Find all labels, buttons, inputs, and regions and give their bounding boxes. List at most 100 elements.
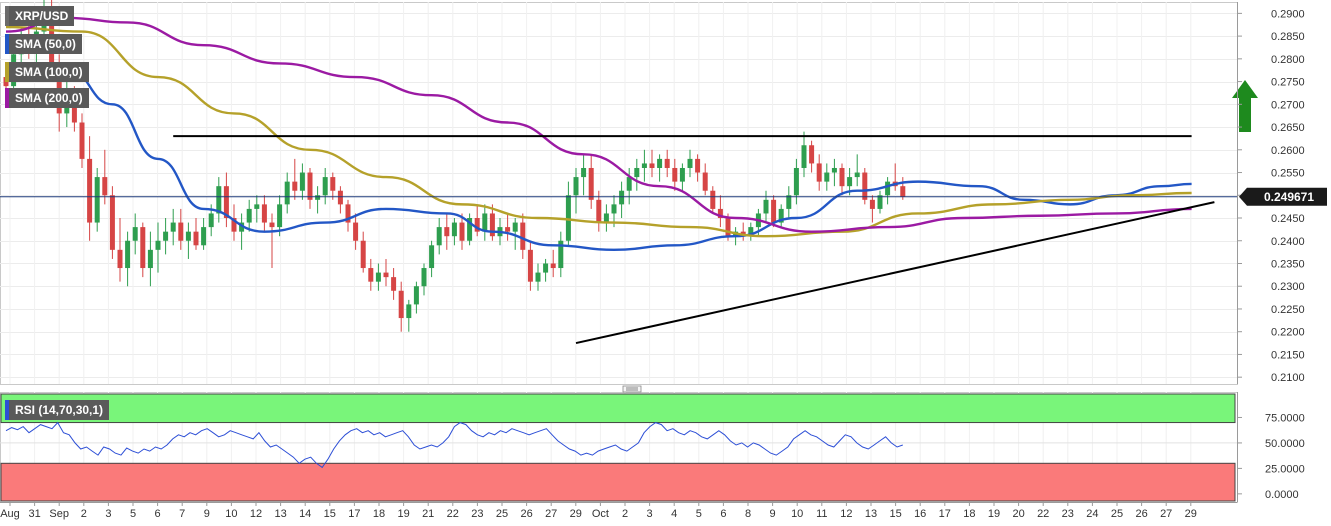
x-tick-label: Oct: [592, 508, 609, 520]
x-tick-label: 11: [816, 508, 827, 520]
rsi-zones: [0, 393, 1237, 502]
x-tick-label: 17: [939, 508, 951, 520]
candle-body: [315, 195, 321, 200]
x-tick-label: 29: [1185, 508, 1197, 520]
x-tick-label: Aug: [0, 508, 20, 520]
y-tick-label: 0.2300: [1271, 281, 1305, 293]
candle-body: [619, 190, 625, 205]
rsi-y-tick-label: 50.0000: [1265, 438, 1305, 450]
sma-line: [5, 25, 1192, 238]
x-tick-label: 3: [105, 508, 111, 520]
candle-body: [292, 181, 298, 191]
candle-body: [831, 167, 837, 173]
x-tick-label: 26: [520, 508, 532, 520]
candle-body: [239, 222, 245, 232]
annotations: [0, 80, 1258, 345]
candle-body: [520, 222, 526, 250]
candle-body: [558, 240, 564, 269]
sma-line: [5, 62, 1192, 252]
candle-body: [900, 186, 906, 197]
y-axis-main: 0.2900 0.2850 0.2800 0.2750 0.2700 0.2650 0.26…: [1237, 2, 1305, 384]
panel-divider-handle: [622, 385, 642, 393]
candle-body: [816, 163, 822, 182]
x-tick-label: 2: [622, 508, 628, 520]
candle-body: [391, 277, 397, 291]
last-price-badge: [1239, 187, 1327, 206]
candle-body: [87, 158, 93, 223]
candle-body: [847, 177, 853, 187]
candle-body: [201, 227, 207, 246]
x-tick-label: 5: [696, 508, 702, 520]
candle-body: [512, 222, 518, 232]
candle-body: [41, 22, 47, 32]
candle-body: [254, 204, 260, 209]
x-tick-label: 18: [373, 508, 385, 520]
candle-body: [284, 181, 290, 205]
last-price-label: 0.249671: [1264, 190, 1314, 204]
candle-body: [474, 218, 480, 232]
x-tick-label: 18: [963, 508, 975, 520]
x-tick-label: 29: [570, 508, 582, 520]
y-tick-label: 0.2700: [1271, 99, 1305, 111]
y-tick-label: 0.2150: [1271, 349, 1305, 361]
legend-swatch-symbol: [5, 6, 9, 26]
candle-body: [223, 186, 229, 219]
candle-body: [109, 195, 115, 250]
x-tick-label: 9: [770, 508, 776, 520]
candle-body: [725, 218, 731, 237]
candle-body: [581, 167, 587, 178]
x-tick-label: 27: [545, 508, 557, 520]
legend-swatch-sma100: [5, 62, 9, 82]
candle-body: [748, 227, 754, 237]
candle-body: [695, 158, 701, 173]
y-tick-label: 0.2650: [1271, 122, 1305, 134]
candle-body: [596, 199, 602, 223]
candle-body: [79, 122, 85, 159]
candle-body: [330, 177, 336, 191]
candle-body: [869, 199, 875, 209]
y-tick-label: 0.2600: [1271, 145, 1305, 157]
legend-rsi: RSI (14,70,30,1): [5, 400, 110, 420]
x-tick-label: 15: [324, 508, 336, 520]
candle-body: [763, 199, 769, 214]
panel-divider[interactable]: [622, 385, 642, 393]
y-tick-label: 0.2900: [1271, 8, 1305, 20]
candle-body: [436, 227, 442, 246]
ascending-trendline: [575, 201, 1215, 345]
candle-body: [657, 158, 663, 168]
candle-body: [459, 222, 465, 241]
candle-body: [710, 190, 716, 209]
candle-body: [565, 195, 571, 241]
candle-body: [854, 172, 860, 178]
legend-symbol-label: XRP/USD: [15, 9, 69, 23]
y-tick-label: 0.2750: [1271, 77, 1305, 89]
candle-body: [429, 245, 435, 269]
candle-body: [672, 167, 678, 182]
legend-swatch-rsi: [5, 400, 9, 420]
candle-body: [147, 249, 153, 269]
candle-body: [885, 181, 891, 196]
x-tick-label: 13: [865, 508, 877, 520]
rsi-y-tick-label: 25.0000: [1265, 463, 1305, 475]
legend-swatch-sma50: [5, 34, 9, 54]
candle-body: [117, 249, 123, 269]
candle-body: [71, 95, 77, 123]
legend-sma100: SMA (100,0): [5, 62, 89, 82]
candle-body: [170, 222, 176, 232]
candle-body: [527, 249, 533, 282]
x-tick-label: 19: [988, 508, 1000, 520]
candle-body: [337, 190, 343, 205]
x-tick-label: 27: [1160, 508, 1172, 520]
candle-body: [398, 290, 404, 319]
x-tick-label: 26: [1135, 508, 1147, 520]
candle-body: [505, 227, 511, 232]
candle-body: [193, 231, 199, 246]
candle-body: [679, 167, 685, 182]
candle-body: [155, 240, 161, 250]
legend-sma50: SMA (50,0): [5, 34, 82, 54]
candle-body: [246, 208, 252, 223]
sma-lines: [5, 16, 1192, 252]
legend-sma200-label: SMA (200,0): [15, 91, 83, 105]
rsi-y-tick-label: 75.0000: [1265, 412, 1305, 424]
x-tick-label: 10: [225, 508, 237, 520]
